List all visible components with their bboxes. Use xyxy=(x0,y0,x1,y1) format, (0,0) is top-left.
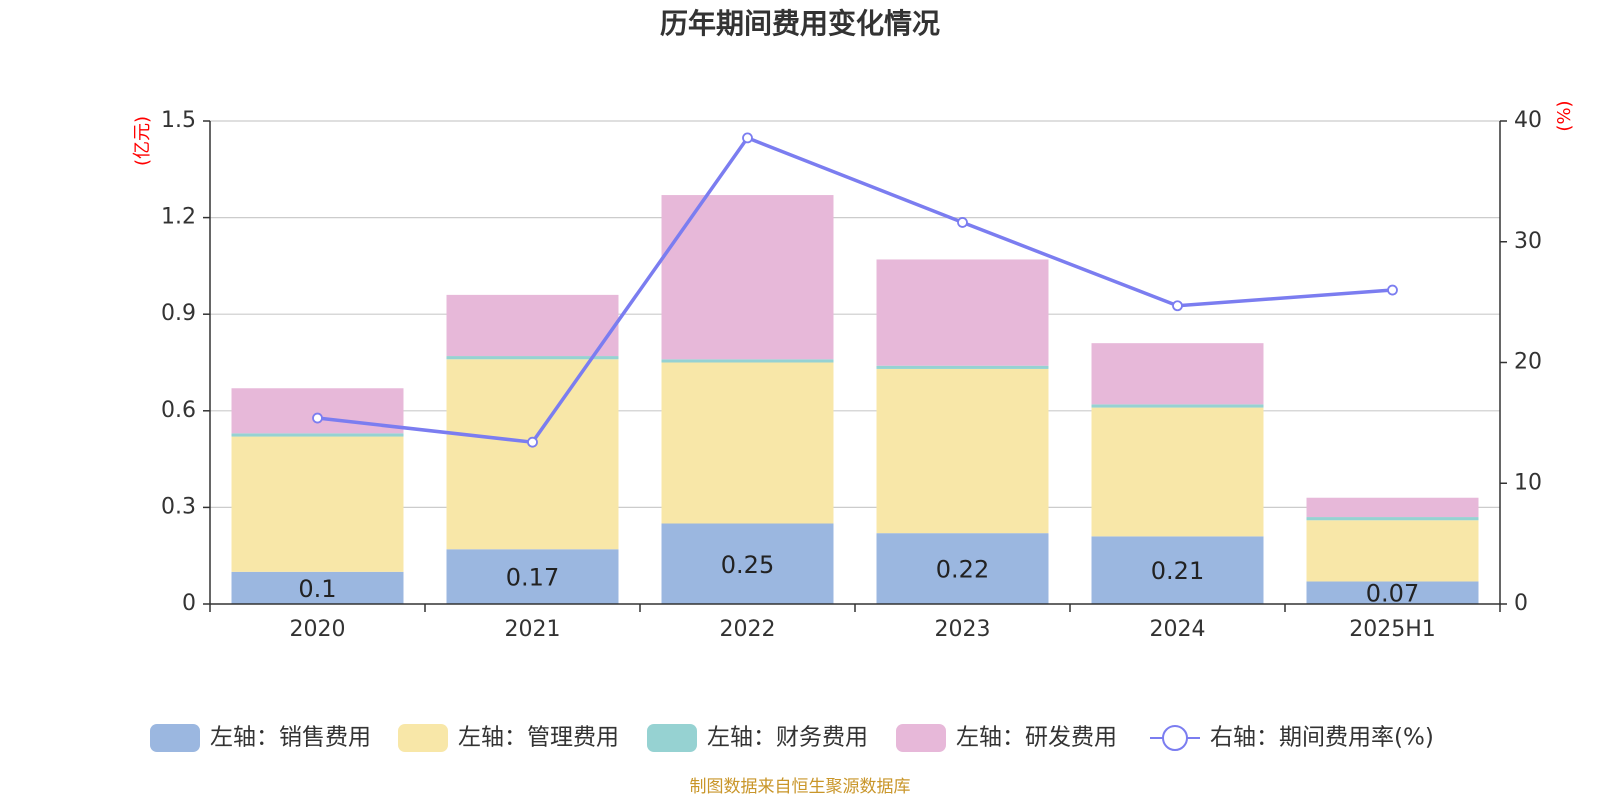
bar-data-label: 0.1 xyxy=(298,575,336,603)
bar-segment xyxy=(1091,404,1264,408)
x-tick-label: 2023 xyxy=(935,617,991,642)
bar-segment xyxy=(1306,517,1479,521)
rate-point xyxy=(957,217,968,228)
rate-point xyxy=(312,412,323,424)
bar-segment xyxy=(446,359,619,550)
legend-label: 左轴：研发费用 xyxy=(956,725,1117,751)
legend-item: 左轴：财务费用 xyxy=(647,724,868,752)
bar-data-label: 0.22 xyxy=(936,556,989,584)
legend-swatch xyxy=(398,724,448,752)
bar-segment xyxy=(876,533,1049,604)
bar-data-label: 0.07 xyxy=(1366,580,1419,608)
legend-swatch xyxy=(150,724,200,752)
legend-swatch xyxy=(896,724,946,752)
rate-point xyxy=(742,132,753,144)
left-tick-label: 0.9 xyxy=(161,301,196,326)
bar-segment xyxy=(446,294,619,357)
bar-segment xyxy=(661,195,834,360)
bar-segment xyxy=(1306,581,1479,604)
grid xyxy=(210,120,1500,508)
legend: 左轴：销售费用 左轴：管理费用 左轴：财务费用 左轴：研发费用 右轴：期间费用率(%) xyxy=(150,724,1434,752)
bar-data-label: 0.17 xyxy=(506,564,559,592)
rate-point xyxy=(1387,284,1398,296)
bar-segment xyxy=(876,259,1049,366)
bar-segment xyxy=(1091,407,1264,537)
left-tick-label: 1.5 xyxy=(161,108,196,133)
legend-item: 左轴：管理费用 xyxy=(398,724,619,752)
legend-item: 左轴：销售费用 xyxy=(150,724,371,752)
bar-segment xyxy=(876,365,1049,369)
bar-segment xyxy=(231,433,404,437)
bar-segment xyxy=(1091,343,1264,405)
bar-labels: 0.1 0.17 0.25 0.22 0.21 0.07 xyxy=(298,551,1419,608)
left-tick-label: 0 xyxy=(182,591,196,616)
x-tick-label: 2021 xyxy=(505,617,561,642)
axes: 0 0.3 0.6 0.9 1.2 1.5 0 10 20 30 40 2020 2021 2022 202… xyxy=(161,108,1542,642)
left-tick-label: 0.3 xyxy=(161,494,196,519)
x-tick-label: 2025H1 xyxy=(1349,617,1436,642)
legend-item: 右轴：期间费用率(%) xyxy=(1150,725,1434,751)
x-tick-label: 2024 xyxy=(1150,617,1206,642)
bar-segment xyxy=(1306,497,1479,518)
right-tick-label: 0 xyxy=(1514,591,1528,616)
legend-label: 左轴：管理费用 xyxy=(458,725,619,751)
bar-segment xyxy=(231,571,404,604)
legend-marker xyxy=(1162,725,1188,751)
legend-swatch xyxy=(647,724,697,752)
legend-label: 右轴：期间费用率(%) xyxy=(1210,725,1434,751)
x-tick-label: 2022 xyxy=(720,617,776,642)
bar-segment xyxy=(876,368,1049,534)
right-axis-unit: (%) xyxy=(1554,100,1575,131)
left-tick-label: 1.2 xyxy=(161,205,196,230)
right-tick-label: 40 xyxy=(1514,108,1542,133)
bar-data-label: 0.21 xyxy=(1151,557,1204,585)
x-tick-label: 2020 xyxy=(290,617,346,642)
bar-segment xyxy=(231,388,404,434)
bar-segment xyxy=(446,356,619,360)
source-note: 制图数据来自恒生聚源数据库 xyxy=(690,777,911,797)
bars xyxy=(231,195,1479,604)
chart-title: 历年期间费用变化情况 xyxy=(660,7,940,40)
bar-segment xyxy=(1306,520,1479,582)
right-tick-label: 10 xyxy=(1514,470,1542,495)
rate-line-path xyxy=(317,135,1393,445)
bar-data-label: 0.25 xyxy=(721,551,774,579)
rate-point xyxy=(1172,300,1183,312)
right-tick-label: 30 xyxy=(1514,229,1542,254)
legend-label: 左轴：销售费用 xyxy=(210,725,371,751)
right-tick-label: 20 xyxy=(1514,350,1542,375)
bar-segment xyxy=(231,436,404,572)
rate-line xyxy=(312,132,1398,448)
rate-point xyxy=(527,436,538,448)
legend-item: 左轴：研发费用 xyxy=(896,724,1117,752)
bar-segment xyxy=(446,549,619,604)
bar-segment xyxy=(661,362,834,524)
left-tick-label: 0.6 xyxy=(161,398,196,423)
bar-segment xyxy=(1091,536,1264,604)
bar-segment xyxy=(661,359,834,363)
left-axis-unit: (亿元) xyxy=(132,116,153,166)
bar-segment xyxy=(661,523,834,604)
legend-label: 左轴：财务费用 xyxy=(707,725,868,751)
